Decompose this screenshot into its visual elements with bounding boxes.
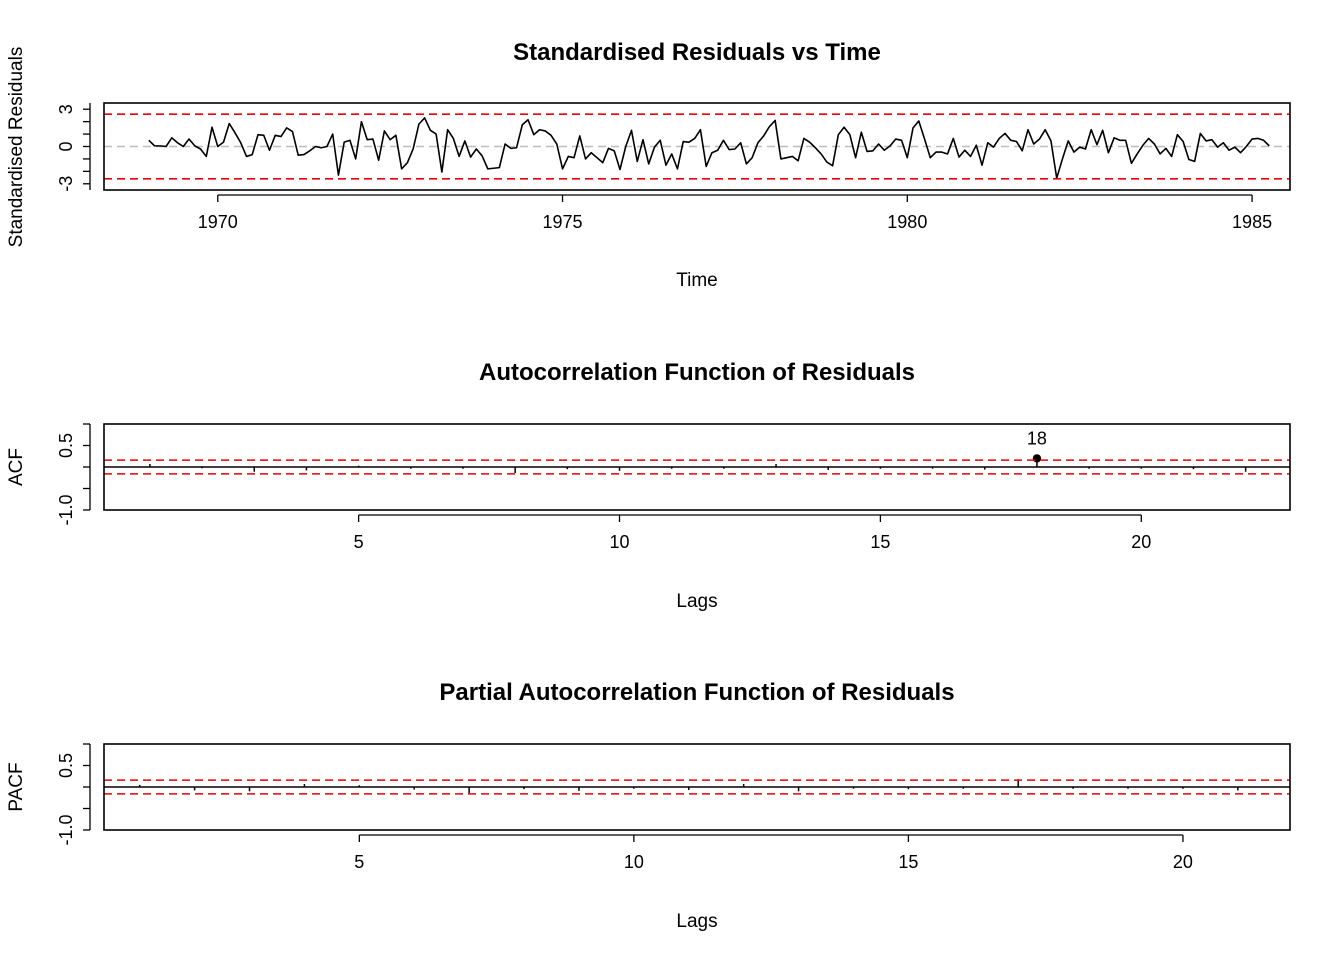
pacf-x-tick-label-10: 10 xyxy=(624,852,644,872)
pacf-chart-title: Partial Autocorrelation Function of Resi… xyxy=(439,679,954,706)
acf-x-tick-label-10: 10 xyxy=(610,532,630,552)
acf-x-tick-label-15: 15 xyxy=(870,532,890,552)
acf-panel: Autocorrelation Function of Residuals La… xyxy=(6,359,1291,612)
pacf-x-tick-label-15: 15 xyxy=(898,852,918,872)
residuals-x-axis-label: Time xyxy=(676,270,718,291)
residuals-x-tick-label-1985: 1985 xyxy=(1232,212,1272,232)
residuals-series-line xyxy=(148,117,1270,179)
residuals-chart-title: Standardised Residuals vs Time xyxy=(513,39,881,66)
residuals-x-tick-label-1980: 1980 xyxy=(887,212,927,232)
residuals-y-tick-label-0: 0 xyxy=(56,141,76,151)
acf-chart-title: Autocorrelation Function of Residuals xyxy=(479,359,915,386)
residuals-y-axis-label: Standardised Residuals xyxy=(6,47,27,248)
pacf-y-tick-label--1: -1.0 xyxy=(56,814,76,845)
pacf-plot-area: 5 10 15 20 -1.0 0.5 xyxy=(56,743,1291,872)
residuals-y-tick-label--3: -3 xyxy=(56,176,76,192)
pacf-x-tick-label-5: 5 xyxy=(354,852,364,872)
acf-x-axis-label: Lags xyxy=(676,591,717,612)
acf-y-tick-label--1: -1.0 xyxy=(56,494,76,525)
acf-y-tick-label-0_5: 0.5 xyxy=(56,433,76,458)
acf-highlight-point-18 xyxy=(1032,454,1042,463)
acf-plot-frame xyxy=(103,423,1291,511)
pacf-panel: Partial Autocorrelation Function of Resi… xyxy=(6,679,1291,932)
pacf-x-tick-label-20: 20 xyxy=(1173,852,1193,872)
pacf-y-tick-label-0_5: 0.5 xyxy=(56,753,76,778)
residuals-plot-area: 1970 1975 1980 1985 -3 0 3 xyxy=(56,102,1291,232)
residuals-y-tick-label-3: 3 xyxy=(56,104,76,114)
acf-highlight-label-18: 18 xyxy=(1027,428,1047,448)
acf-plot-area: 18 5 10 15 20 -1.0 0.5 xyxy=(56,423,1291,552)
acf-y-axis-label: ACF xyxy=(6,448,27,486)
residuals-x-tick-label-1970: 1970 xyxy=(198,212,238,232)
pacf-x-axis-label: Lags xyxy=(676,911,717,932)
acf-x-tick-label-20: 20 xyxy=(1131,532,1151,552)
residuals-x-tick-label-1975: 1975 xyxy=(543,212,583,232)
pacf-y-axis-label: PACF xyxy=(6,762,27,811)
acf-x-tick-label-5: 5 xyxy=(354,532,364,552)
pacf-plot-frame xyxy=(103,743,1291,831)
residuals-time-panel: Standardised Residuals vs Time Time Stan… xyxy=(6,39,1291,291)
residuals-plot-frame xyxy=(103,102,1291,191)
